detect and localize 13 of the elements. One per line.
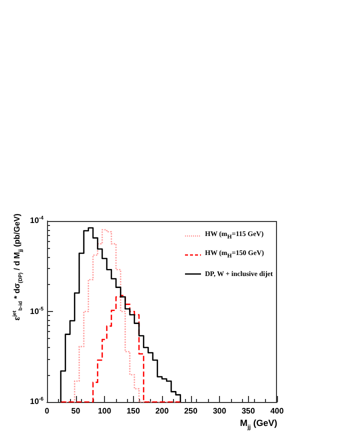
y-tick-label: 10$^{-4}$ (30, 215, 44, 225)
x-axis-title: M$_{jj}$ (GeV) (240, 418, 278, 431)
x-tick-label: 300 (212, 406, 227, 416)
y-tick-label: 10$^{-6}$ (30, 396, 44, 406)
x-tick-label: 50 (71, 406, 81, 416)
x-tick-label: 150 (126, 406, 140, 416)
x-tick-label: 0 (44, 406, 50, 416)
y-tick-label: 10$^{-5}$ (30, 306, 44, 316)
x-tick-label: 200 (155, 406, 170, 416)
x-tick-label: 100 (98, 406, 112, 416)
x-tick-label: 400 (270, 406, 284, 416)
x-tick-label: 350 (242, 406, 256, 416)
x-tick-label: 250 (184, 406, 198, 416)
